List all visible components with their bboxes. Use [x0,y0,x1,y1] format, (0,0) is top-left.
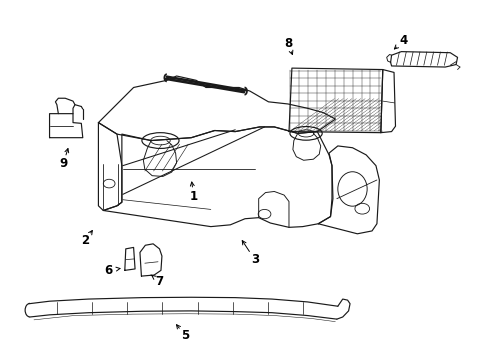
Text: 9: 9 [59,157,67,170]
Text: 3: 3 [251,253,259,266]
Text: 8: 8 [284,36,292,50]
Text: 6: 6 [104,264,112,277]
Text: 7: 7 [155,275,164,288]
Text: 4: 4 [400,33,408,47]
Text: 5: 5 [181,329,190,342]
Text: 2: 2 [81,234,89,247]
Text: 1: 1 [190,190,198,203]
